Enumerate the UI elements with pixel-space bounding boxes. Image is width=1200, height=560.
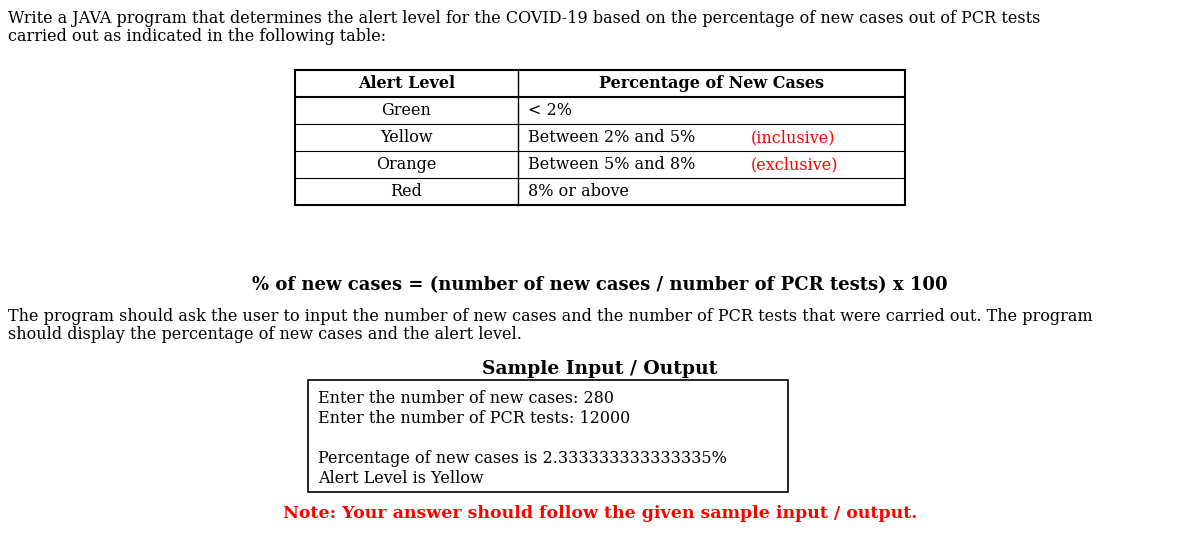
Text: should display the percentage of new cases and the alert level.: should display the percentage of new cas… (8, 326, 522, 343)
Text: Sample Input / Output: Sample Input / Output (482, 360, 718, 378)
Text: 8% or above: 8% or above (528, 183, 629, 200)
Text: Between 5% and 8%: Between 5% and 8% (528, 156, 701, 173)
Text: Percentage of new cases is 2.333333333333335%: Percentage of new cases is 2.33333333333… (318, 450, 727, 467)
Text: Alert Level is Yellow: Alert Level is Yellow (318, 470, 484, 487)
Text: carried out as indicated in the following table:: carried out as indicated in the followin… (8, 28, 386, 45)
Bar (308, 380, 788, 492)
Text: Red: Red (390, 183, 422, 200)
Text: < 2%: < 2% (528, 102, 572, 119)
Text: The program should ask the user to input the number of new cases and the number : The program should ask the user to input… (8, 308, 1093, 325)
Text: Write a JAVA program that determines the alert level for the COVID-19 based on t: Write a JAVA program that determines the… (8, 10, 1040, 27)
Text: Green: Green (382, 102, 432, 119)
Text: Alert Level: Alert Level (358, 75, 455, 92)
Text: Orange: Orange (377, 156, 437, 173)
Text: Note: Your answer should follow the given sample input / output.: Note: Your answer should follow the give… (283, 505, 917, 522)
Text: % of new cases = (number of new cases / number of PCR tests) x 100: % of new cases = (number of new cases / … (252, 276, 948, 294)
Text: Percentage of New Cases: Percentage of New Cases (599, 75, 824, 92)
Text: (exclusive): (exclusive) (750, 156, 838, 173)
Text: Enter the number of PCR tests: 12000: Enter the number of PCR tests: 12000 (318, 410, 630, 427)
Text: Enter the number of new cases: 280: Enter the number of new cases: 280 (318, 390, 614, 407)
Text: Between 2% and 5%: Between 2% and 5% (528, 129, 701, 146)
Text: Yellow: Yellow (380, 129, 433, 146)
Text: (inclusive): (inclusive) (750, 129, 835, 146)
